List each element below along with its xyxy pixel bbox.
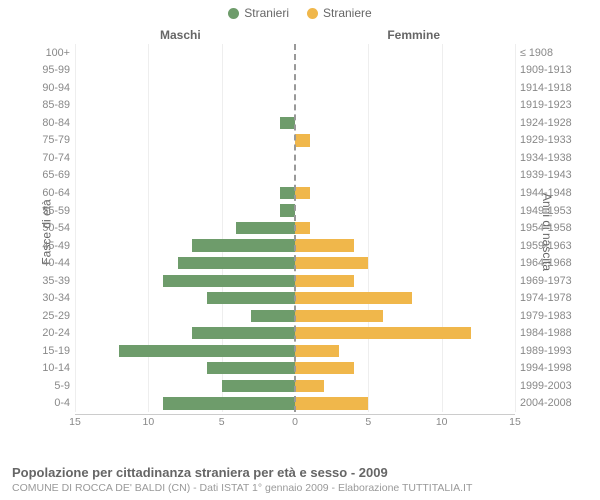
birth-year-label: 1979-1983 <box>520 310 575 322</box>
birth-year-label: 1974-1978 <box>520 292 575 304</box>
chart-footer: Popolazione per cittadinanza straniera p… <box>12 465 588 494</box>
column-header-male: Maschi <box>160 28 201 42</box>
age-label: 20-24 <box>30 327 70 339</box>
bar-male <box>280 187 295 199</box>
bar-male <box>178 257 295 269</box>
age-label: 15-19 <box>30 345 70 357</box>
center-line <box>294 44 296 412</box>
age-label: 60-64 <box>30 187 70 199</box>
age-label: 35-39 <box>30 275 70 287</box>
age-label: 25-29 <box>30 310 70 322</box>
bar-male <box>236 222 295 234</box>
age-label: 95-99 <box>30 64 70 76</box>
legend-item-female: Straniere <box>307 6 372 20</box>
legend-swatch-female <box>307 8 318 19</box>
birth-year-label: ≤ 1908 <box>520 47 575 59</box>
age-label: 50-54 <box>30 222 70 234</box>
x-tick: 0 <box>292 416 298 428</box>
age-label: 55-59 <box>30 205 70 217</box>
age-label: 80-84 <box>30 117 70 129</box>
footer-title: Popolazione per cittadinanza straniera p… <box>12 465 588 480</box>
bar-male <box>192 327 295 339</box>
age-label: 5-9 <box>30 380 70 392</box>
age-label: 75-79 <box>30 134 70 146</box>
bar-male <box>251 310 295 322</box>
x-tick: 10 <box>436 416 448 428</box>
bar-female <box>295 362 354 374</box>
birth-year-label: 1909-1913 <box>520 64 575 76</box>
age-label: 10-14 <box>30 362 70 374</box>
x-axis: 15105051015 <box>75 414 515 432</box>
age-label: 70-74 <box>30 152 70 164</box>
legend-item-male: Stranieri <box>228 6 289 20</box>
bar-male <box>280 204 295 216</box>
bar-female <box>295 397 368 409</box>
bar-male <box>207 362 295 374</box>
birth-year-label: 1989-1993 <box>520 345 575 357</box>
bar-female <box>295 275 354 287</box>
birth-year-label: 1954-1958 <box>520 222 575 234</box>
age-label: 0-4 <box>30 397 70 409</box>
legend-label-female: Straniere <box>323 6 372 20</box>
birth-year-label: 1984-1988 <box>520 327 575 339</box>
legend-label-male: Stranieri <box>244 6 289 20</box>
birth-year-label: 1924-1928 <box>520 117 575 129</box>
grid-line <box>515 44 516 412</box>
x-tick: 10 <box>142 416 154 428</box>
bar-female <box>295 187 310 199</box>
bar-female <box>295 257 368 269</box>
plot-area: 100+≤ 190895-991909-191390-941914-191885… <box>75 44 515 412</box>
birth-year-label: 1959-1963 <box>520 240 575 252</box>
birth-year-label: 1929-1933 <box>520 134 575 146</box>
birth-year-label: 1949-1953 <box>520 205 575 217</box>
age-label: 40-44 <box>30 257 70 269</box>
bar-female <box>295 380 324 392</box>
bar-male <box>119 345 295 357</box>
birth-year-label: 1964-1968 <box>520 257 575 269</box>
age-label: 85-89 <box>30 99 70 111</box>
x-tick: 15 <box>69 416 81 428</box>
age-label: 45-49 <box>30 240 70 252</box>
bar-female <box>295 292 412 304</box>
footer-subtitle: COMUNE DI ROCCA DE' BALDI (CN) - Dati IS… <box>12 482 588 494</box>
bar-male <box>192 239 295 251</box>
birth-year-label: 1914-1918 <box>520 82 575 94</box>
bar-male <box>207 292 295 304</box>
birth-year-label: 1969-1973 <box>520 275 575 287</box>
age-label: 65-69 <box>30 169 70 181</box>
birth-year-label: 1919-1923 <box>520 99 575 111</box>
bar-female <box>295 239 354 251</box>
legend: Stranieri Straniere <box>0 0 600 22</box>
birth-year-label: 1939-1943 <box>520 169 575 181</box>
bar-female <box>295 222 310 234</box>
age-label: 90-94 <box>30 82 70 94</box>
age-label: 30-34 <box>30 292 70 304</box>
bar-female <box>295 345 339 357</box>
bar-male <box>163 397 295 409</box>
bar-male <box>163 275 295 287</box>
x-tick: 5 <box>219 416 225 428</box>
bar-female <box>295 327 471 339</box>
pyramid-chart: Maschi Femmine Fasce di età Anni di nasc… <box>20 22 580 442</box>
birth-year-label: 1994-1998 <box>520 362 575 374</box>
birth-year-label: 1944-1948 <box>520 187 575 199</box>
column-header-female: Femmine <box>387 28 440 42</box>
x-tick: 5 <box>365 416 371 428</box>
x-baseline <box>75 414 515 415</box>
x-tick: 15 <box>509 416 521 428</box>
birth-year-label: 1934-1938 <box>520 152 575 164</box>
bar-male <box>280 117 295 129</box>
bar-male <box>222 380 295 392</box>
birth-year-label: 2004-2008 <box>520 397 575 409</box>
legend-swatch-male <box>228 8 239 19</box>
bar-female <box>295 310 383 322</box>
age-label: 100+ <box>30 47 70 59</box>
bar-female <box>295 134 310 146</box>
birth-year-label: 1999-2003 <box>520 380 575 392</box>
